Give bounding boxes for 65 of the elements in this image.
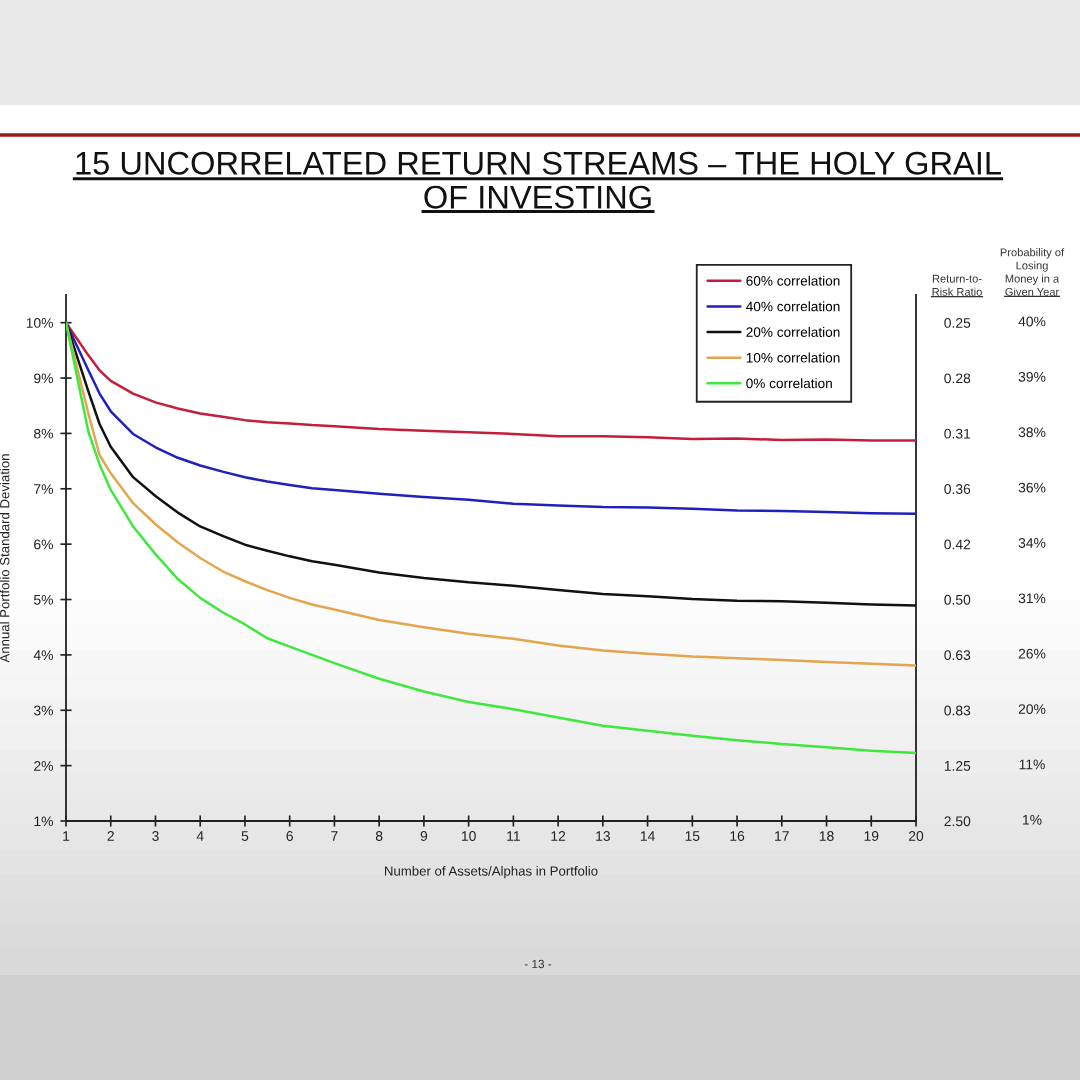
- x-tick-label: 14: [640, 831, 655, 841]
- legend-label: 20% correlation: [746, 326, 840, 337]
- y3-axis-title: Probability of Losing Money in a Given Year: [1000, 248, 1065, 296]
- text: 40%: [1018, 316, 1046, 327]
- y-tick-label: 7%: [34, 484, 54, 494]
- legend-label: 0% correlation: [746, 378, 832, 389]
- x-tick-label: 12: [551, 831, 566, 841]
- x-tick-label: 5: [241, 831, 249, 841]
- x-tick-label: 7: [331, 831, 338, 841]
- x-tick-label: 4: [196, 831, 204, 841]
- y2-axis-title: Return-to- Risk Ratio: [932, 274, 982, 296]
- text: 20%: [1018, 704, 1046, 714]
- x-tick-label: 8: [375, 831, 383, 841]
- y-tick-label: 9%: [34, 373, 54, 384]
- x-tick-label: 19: [864, 831, 879, 841]
- category-label: 0.36: [944, 484, 971, 494]
- category-label: 0.28: [944, 373, 971, 384]
- x-tick-label: 16: [730, 831, 745, 841]
- y-tick-label: 8%: [34, 428, 54, 439]
- text: 34%: [1018, 538, 1046, 548]
- chart-title: 15 UNCORRELATED RETURN STREAMS – THE HOLY GRAIL OF INVESTING: [76, 151, 1001, 209]
- x-tick-label: 6: [286, 831, 293, 841]
- y-tick-label: 2%: [34, 760, 54, 771]
- text: 26%: [1018, 648, 1046, 659]
- x-tick-label: 18: [819, 831, 834, 841]
- category-label: 0.31: [944, 428, 971, 439]
- x-tick-label: 3: [152, 831, 159, 841]
- text: 36%: [1018, 482, 1046, 493]
- category-label: 0.25: [944, 318, 971, 328]
- text: 31%: [1018, 593, 1046, 604]
- line-series: [66, 321, 916, 607]
- x-tick-label: 13: [596, 831, 610, 841]
- text: 11%: [1019, 759, 1045, 770]
- x-tick-label: 9: [420, 831, 428, 841]
- y-tick-label: 10%: [26, 318, 54, 328]
- x-tick-label: 1: [63, 831, 70, 841]
- legend-label: 40% correlation: [746, 301, 840, 312]
- y-tick-label: 1%: [34, 816, 54, 827]
- x-tick-label: 2: [107, 831, 114, 841]
- y-tick-label: 3%: [33, 705, 54, 716]
- text: 39%: [1018, 371, 1046, 382]
- legend-label: 60% correlation: [746, 275, 840, 286]
- x-tick-label: 10: [461, 831, 476, 841]
- x-tick-label: 17: [775, 831, 789, 841]
- x-axis-title: Number of Assets/Alphas in Portfolio: [385, 866, 598, 879]
- x-tick-label: 11: [507, 831, 520, 841]
- line-series: [66, 321, 916, 515]
- y-tick-label: 5%: [33, 594, 54, 605]
- x-tick-label: 20: [908, 831, 924, 841]
- line-series: [66, 321, 916, 755]
- y-tick-label: 6%: [34, 539, 54, 550]
- text: - 13 -: [524, 959, 552, 969]
- category-label: 1.25: [944, 760, 971, 771]
- category-label: 0.42: [944, 539, 971, 550]
- text: 38%: [1018, 427, 1046, 438]
- category-label: 0.63: [944, 650, 971, 661]
- category-label: 0.83: [944, 705, 971, 716]
- category-label: 0.50: [944, 594, 971, 605]
- text: 1%: [1023, 814, 1042, 825]
- x-tick-label: 15: [685, 831, 700, 841]
- y-tick-label: 4%: [33, 650, 54, 661]
- y-axis-title: Annual Portfolio Standard Deviation: [0, 454, 10, 663]
- line-series: [66, 321, 916, 442]
- legend-label: 10% correlation: [746, 352, 840, 363]
- category-label: 2.50: [944, 816, 971, 827]
